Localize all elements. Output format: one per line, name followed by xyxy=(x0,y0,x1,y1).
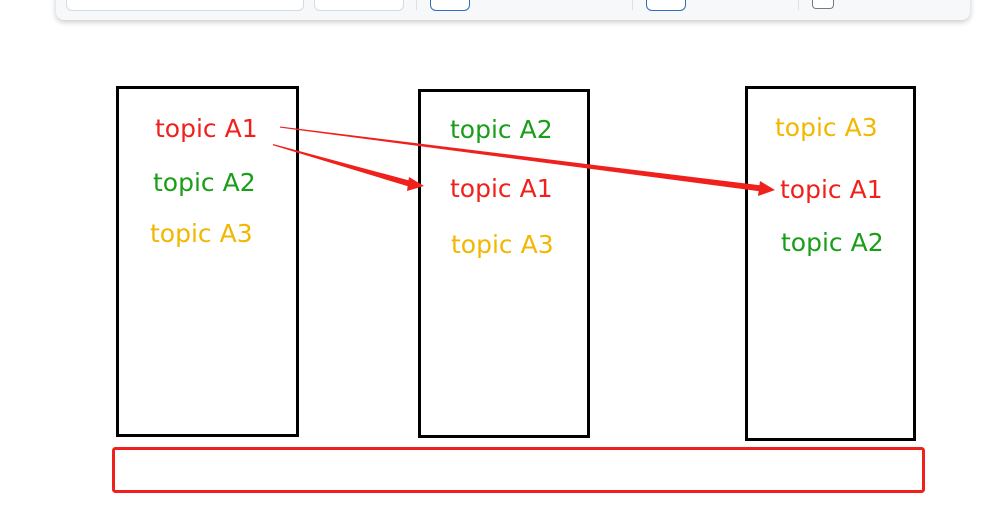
toolbar-divider xyxy=(632,0,633,10)
arrow-to-column-2-head xyxy=(407,177,424,191)
arrow-to-column-3 xyxy=(280,126,762,192)
toolbar xyxy=(56,0,970,20)
column-2-topic-2: topic A1 xyxy=(450,174,553,203)
column-3-topic-1: topic A3 xyxy=(775,113,878,142)
toolbar-input[interactable] xyxy=(66,0,304,11)
column-box-1 xyxy=(116,86,299,437)
column-2-topic-1: topic A2 xyxy=(450,115,553,144)
column-2-topic-3: topic A3 xyxy=(451,230,554,259)
toolbar-button[interactable] xyxy=(430,0,470,11)
arrow-to-column-3-head xyxy=(758,181,775,196)
highlight-bar xyxy=(112,447,925,493)
toolbar-divider xyxy=(798,0,799,10)
column-3-topic-3: topic A2 xyxy=(781,228,884,257)
column-3-topic-2: topic A1 xyxy=(780,175,883,204)
toolbar-button[interactable] xyxy=(646,0,686,11)
column-1-topic-3: topic A3 xyxy=(150,219,253,248)
column-1-topic-2: topic A2 xyxy=(153,168,256,197)
column-1-topic-1: topic A1 xyxy=(155,114,258,143)
column-box-3 xyxy=(745,86,916,441)
column-box-2 xyxy=(418,89,590,438)
arrow-to-column-2 xyxy=(273,144,413,188)
toolbar-dropdown[interactable] xyxy=(314,0,404,11)
toolbar-checkbox[interactable] xyxy=(812,0,834,9)
toolbar-divider xyxy=(416,0,417,10)
